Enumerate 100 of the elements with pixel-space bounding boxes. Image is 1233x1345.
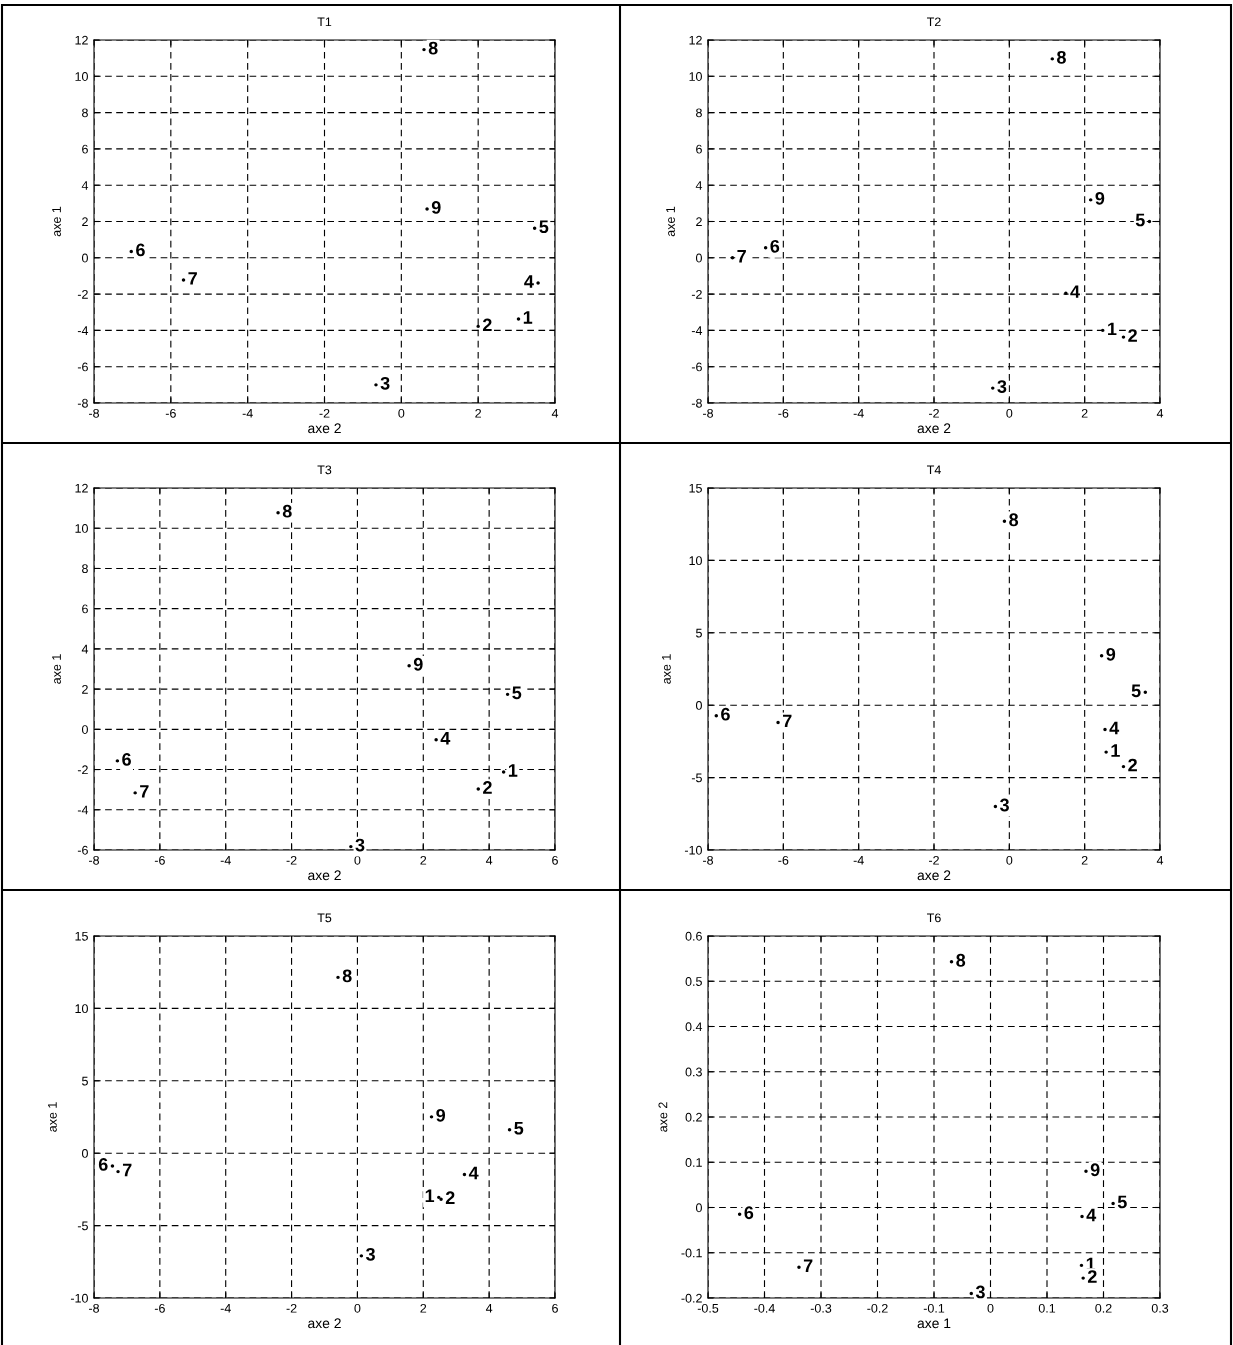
y-tick-label: -6 — [691, 362, 702, 372]
annotation: 5 — [1131, 684, 1141, 698]
y-tick-label: 2 — [696, 217, 702, 227]
x-tick-label: -4 — [242, 409, 253, 418]
x-tick-label: 4 — [485, 856, 493, 865]
annotation: 2 — [482, 318, 492, 332]
x-tick-label: -8 — [89, 1303, 100, 1313]
x-tick-label: 2 — [475, 408, 482, 418]
point — [536, 281, 540, 285]
annotation: 8 — [1057, 50, 1066, 64]
y-tick-label: 6 — [82, 144, 88, 154]
annotation: 7 — [737, 250, 746, 263]
x-tick-label: 0 — [398, 408, 405, 418]
point — [349, 844, 353, 849]
annotation: 6 — [721, 707, 730, 721]
y-tick-label: -2 — [77, 289, 88, 299]
point — [1079, 1263, 1084, 1268]
chart-title: T1 — [317, 17, 332, 27]
chart-title: T6 — [926, 913, 941, 923]
point — [374, 383, 378, 387]
y-axis-title: axe 1 — [52, 654, 61, 684]
y-tick-label: 10 — [75, 72, 88, 81]
x-tick-label: 0 — [354, 855, 361, 865]
point — [276, 511, 280, 515]
y-axis-title: axe 1 — [662, 654, 671, 684]
point — [993, 804, 998, 809]
y-tick-label: -4 — [691, 326, 703, 335]
annotation: 8 — [956, 953, 966, 967]
y-tick-label: 0.6 — [685, 931, 702, 941]
y-tick-label: 0.5 — [685, 977, 702, 986]
y-tick-label: 6 — [82, 604, 88, 614]
x-tick-label: 2 — [420, 1303, 427, 1313]
x-tick-label: 4 — [1156, 856, 1164, 865]
point — [434, 738, 438, 742]
chart-title: T2 — [926, 17, 941, 27]
point — [1104, 750, 1108, 754]
annotation: 9 — [413, 657, 423, 671]
x-tick-label: -8 — [703, 408, 714, 418]
annotation: 4 — [1070, 285, 1080, 298]
y-tick-label: 8 — [82, 108, 88, 118]
point — [425, 207, 429, 211]
annotation: 2 — [483, 781, 492, 794]
annotation: 6 — [122, 752, 131, 766]
x-tick-label: -2 — [286, 1303, 297, 1313]
y-tick-label: 2 — [82, 684, 88, 694]
annotation: 1 — [508, 764, 518, 777]
x-tick-label: -2 — [286, 855, 297, 865]
x-tick-label: 0 — [354, 1303, 361, 1313]
y-tick-label: 0 — [695, 701, 702, 710]
y-tick-label: -2 — [77, 765, 88, 775]
annotation: 3 — [999, 798, 1009, 812]
x-tick-label: 0.2 — [1095, 1303, 1112, 1313]
x-tick-label: 2 — [1081, 855, 1088, 865]
y-tick-label: -2 — [691, 289, 702, 299]
annotation: 3 — [975, 1285, 985, 1299]
y-tick-label: 0.1 — [685, 1158, 702, 1167]
y-tick-label: 10 — [689, 72, 702, 81]
x-tick-label: -0.5 — [697, 1303, 719, 1313]
point — [797, 1265, 801, 1269]
x-tick-label: 4 — [1156, 409, 1164, 418]
x-tick-label: -8 — [89, 408, 100, 418]
y-tick-label: -10 — [684, 845, 702, 855]
y-tick-label: 0 — [81, 253, 88, 263]
point — [730, 256, 735, 260]
point — [1002, 519, 1007, 524]
annotation: 7 — [188, 272, 197, 285]
annotation: 9 — [1095, 191, 1105, 205]
y-axis-title: axe 1 — [48, 1102, 57, 1132]
x-tick-label: -4 — [220, 1304, 231, 1313]
y-axis-title: axe 1 — [666, 206, 675, 237]
chart-title: T5 — [317, 913, 332, 923]
y-tick-label: -8 — [691, 398, 702, 408]
y-tick-label: 0 — [695, 1203, 702, 1213]
x-tick-label: -4 — [853, 856, 864, 865]
x-tick-label: -0.4 — [754, 1303, 775, 1313]
point — [507, 1128, 512, 1132]
annotation: 2 — [1128, 758, 1137, 772]
point — [133, 791, 137, 795]
annotation: 8 — [342, 969, 352, 983]
point — [949, 960, 954, 964]
x-tick-label: -4 — [853, 409, 864, 418]
x-axis-title: axe 2 — [917, 870, 951, 881]
annotation: 9 — [431, 201, 441, 214]
annotation: 9 — [1106, 647, 1116, 661]
y-tick-label: 6 — [696, 144, 702, 154]
annotation: 4 — [440, 732, 451, 745]
y-tick-label: -0.1 — [681, 1248, 702, 1258]
x-tick-label: 0.3 — [1151, 1303, 1169, 1313]
annotation: 9 — [436, 1108, 446, 1122]
x-axis-title: axe 2 — [917, 423, 951, 434]
y-tick-label: 0.4 — [685, 1022, 703, 1032]
annotation: 1 — [1111, 744, 1120, 757]
annotation: 9 — [1090, 1163, 1100, 1177]
y-tick-label: 8 — [82, 564, 88, 574]
annotation: 5 — [1117, 1195, 1127, 1209]
annotation: 3 — [355, 838, 365, 852]
annotation: 1 — [523, 311, 533, 324]
y-tick-label: -8 — [77, 398, 88, 408]
x-tick-label: 6 — [552, 1303, 558, 1313]
y-tick-label: -5 — [691, 773, 702, 783]
